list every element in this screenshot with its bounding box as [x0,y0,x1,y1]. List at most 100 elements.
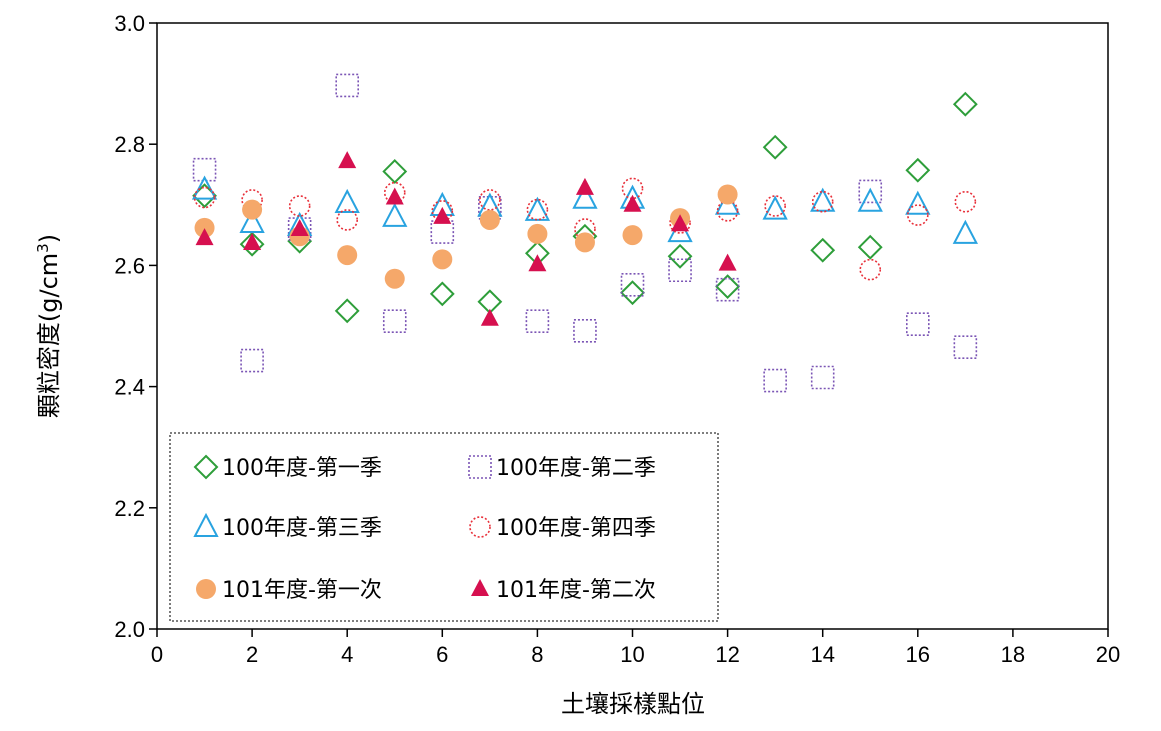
x-tick-label: 6 [436,642,448,667]
data-point-series-2 [668,258,692,283]
y-axis: 2.0 2.2 2.4 2.6 2.8 3.0 [114,11,157,642]
data-point-series-2 [763,368,787,393]
data-point-series-3 [191,175,218,200]
data-point-series-6 [433,206,452,224]
legend-marker-series-1 [193,454,219,480]
data-point-series-4 [906,204,929,226]
data-point-series-2 [620,272,645,297]
data-point-series-2 [430,220,455,244]
data-point-series-4 [811,190,834,213]
y-tick-label: 2.2 [114,496,145,521]
data-point-series-1 [952,91,978,117]
data-point-series-3 [239,208,265,233]
legend-label: 101年度-第一次 [222,578,382,603]
legend-marker-series-3 [193,512,219,537]
data-point-series-2 [192,157,217,182]
data-point-series-2 [335,73,360,98]
x-tick-label: 10 [620,642,644,667]
data-point-series-1 [239,231,265,257]
x-tick-label: 4 [341,642,353,667]
data-point-series-5 [242,199,263,220]
legend-marker-series-6 [471,579,489,596]
data-point-series-1 [905,157,931,183]
x-tick-label: 16 [906,642,930,667]
data-point-series-1 [810,237,836,263]
x-tick-label: 14 [810,642,834,667]
legend: 100年度-第一季 100年度-第二季 100年度-第三季 100年度-第四季 101年… [169,432,719,622]
data-point-series-4 [383,181,406,204]
y-axis-title-close: ) [35,234,63,243]
data-point-series-4 [859,258,882,281]
data-point-series-1 [429,281,455,307]
y-tick-label: 2.8 [114,132,145,157]
data-point-series-6 [575,177,594,195]
y-axis-title: 顆粒密度(g/cm3) [34,234,63,418]
legend-label: 100年度-第四季 [496,516,656,541]
data-point-series-1 [620,280,645,306]
legend-marker-series-2 [468,455,492,479]
data-point-series-5 [574,232,595,253]
data-point-series-5 [717,184,738,205]
data-point-series-6 [528,254,547,272]
data-point-series-5 [384,268,405,289]
x-tick-label: 0 [151,642,163,667]
data-point-series-5 [432,249,453,270]
data-point-series-2 [905,312,930,336]
data-point-series-2 [810,365,835,390]
legend-label: 100年度-第一季 [222,456,382,481]
data-point-series-5 [194,217,215,238]
data-point-series-3 [857,187,883,212]
data-point-series-6 [385,187,404,205]
data-point-series-6 [718,253,737,271]
data-point-series-3 [334,188,360,213]
x-axis: 0 2 4 6 8 10 12 14 16 18 20 [151,629,1120,667]
data-point-series-6 [623,194,642,212]
data-point-series-4 [764,195,786,217]
data-point-series-2 [478,196,502,220]
data-point-series-2 [287,217,312,241]
y-tick-label: 3.0 [114,11,145,36]
data-point-series-6 [671,214,690,232]
data-point-series-2 [525,309,550,333]
legend-box [169,432,719,622]
x-tick-label: 18 [1001,642,1025,667]
data-point-series-5 [337,245,358,266]
data-point-series-6 [338,151,357,169]
y-axis-title-superscript: 3 [34,243,52,253]
data-point-series-3 [905,190,931,215]
data-point-series-4 [526,198,549,221]
data-point-series-5 [527,223,548,244]
data-point-series-3 [382,202,408,227]
data-point-series-1 [667,243,693,269]
data-point-series-3 [810,187,836,212]
data-point-series-4 [716,200,739,222]
legend-label: 100年度-第三季 [222,516,382,541]
data-point-series-2 [240,348,264,373]
data-point-series-2 [715,277,740,302]
x-tick-label: 8 [531,642,543,667]
data-point-series-3 [572,184,598,209]
data-point-series-1 [857,234,883,260]
x-tick-label: 2 [246,642,258,667]
y-axis-title-main: 顆粒密度(g/cm [35,253,63,418]
legend-marker-series-4 [469,516,491,538]
legend-label: 101年度-第二次 [496,578,656,603]
data-point-series-4 [288,195,311,217]
data-points [191,73,979,393]
data-point-series-1 [382,159,408,184]
y-tick-label: 2.6 [114,253,145,278]
data-point-series-1 [334,298,360,324]
y-tick-label: 2.0 [114,617,145,642]
data-point-series-4 [431,200,454,222]
data-point-series-4 [241,189,263,211]
data-point-series-3 [952,219,979,244]
data-point-series-2 [953,335,978,360]
data-point-series-2 [573,319,597,343]
data-point-series-2 [382,309,407,333]
data-point-series-4 [336,209,359,231]
data-point-series-5 [622,225,643,246]
data-point-series-3 [762,195,788,220]
data-point-series-4 [669,212,691,234]
data-point-series-4 [193,186,216,209]
